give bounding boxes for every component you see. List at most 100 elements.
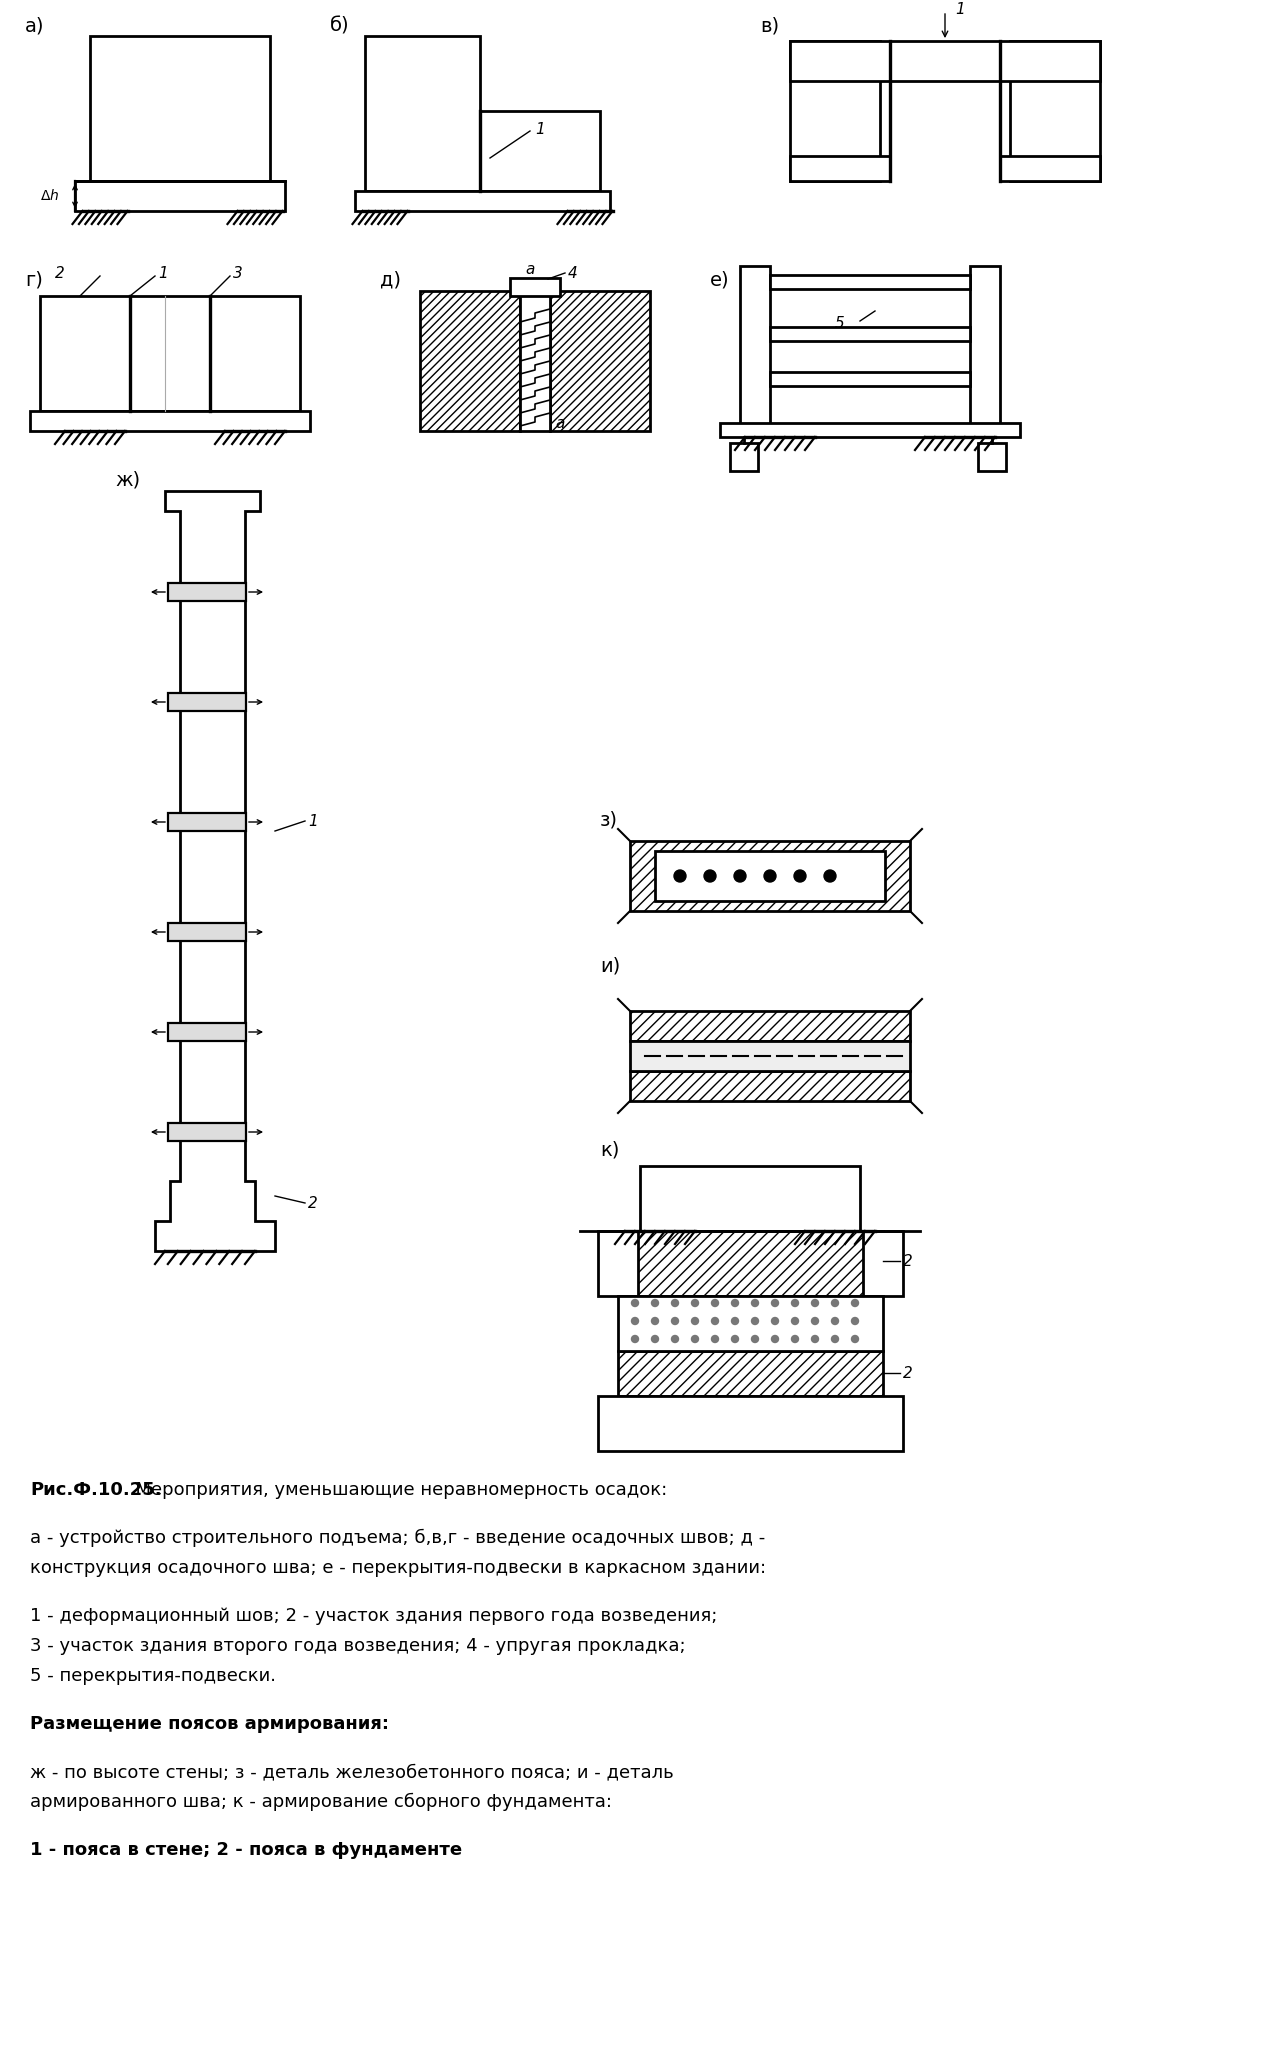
Bar [790, 41, 1100, 80]
Text: Размещение поясов армирования:: Размещение поясов армирования: [30, 1715, 389, 1733]
Bar [550, 291, 650, 431]
Bar [618, 1231, 883, 1296]
Bar [740, 267, 770, 431]
Bar [598, 1397, 903, 1450]
Bar [631, 1011, 910, 1042]
Bar [366, 37, 480, 191]
Bar [40, 295, 300, 410]
Text: a: a [555, 416, 565, 431]
Bar [420, 291, 520, 431]
Bar [790, 41, 880, 180]
Bar [655, 851, 885, 900]
Text: 5: 5 [835, 316, 844, 330]
Circle shape [831, 1335, 839, 1343]
Circle shape [752, 1300, 758, 1306]
Bar [864, 1231, 903, 1296]
Circle shape [771, 1335, 779, 1343]
Bar [1010, 41, 1100, 180]
Circle shape [792, 1317, 798, 1325]
Bar [169, 693, 246, 712]
Text: а): а) [24, 16, 45, 35]
Circle shape [704, 870, 716, 882]
Circle shape [852, 1300, 858, 1306]
Circle shape [812, 1335, 819, 1343]
Bar [520, 291, 550, 431]
Bar [618, 1296, 883, 1352]
Circle shape [812, 1317, 819, 1325]
Bar [970, 267, 1000, 431]
Text: б): б) [329, 16, 350, 35]
Text: 2: 2 [903, 1366, 912, 1380]
Bar [618, 1352, 883, 1397]
Bar [598, 1231, 638, 1296]
Circle shape [824, 870, 837, 882]
Circle shape [651, 1317, 659, 1325]
Bar [169, 923, 246, 941]
Text: 4: 4 [568, 265, 578, 281]
Circle shape [731, 1300, 739, 1306]
Bar [631, 1042, 910, 1071]
Text: армированного шва; к - армирование сборного фундамента:: армированного шва; к - армирование сборн… [30, 1793, 613, 1811]
Bar [30, 410, 310, 431]
Circle shape [792, 1300, 798, 1306]
Bar [169, 1124, 246, 1140]
Bar [631, 1071, 910, 1101]
Text: 1: 1 [158, 265, 167, 281]
Circle shape [764, 870, 776, 882]
Bar [730, 443, 758, 472]
Circle shape [731, 1317, 739, 1325]
Bar [355, 191, 610, 211]
Circle shape [712, 1300, 718, 1306]
Bar [75, 180, 284, 211]
Text: Мероприятия, уменьшающие неравномерность осадок:: Мероприятия, уменьшающие неравномерность… [124, 1481, 667, 1499]
Circle shape [712, 1317, 718, 1325]
Text: конструкция осадочного шва; е - перекрытия-подвески в каркасном здании:: конструкция осадочного шва; е - перекрыт… [30, 1559, 766, 1577]
Text: ж - по высоте стены; з - деталь железобетонного пояса; и - деталь: ж - по высоте стены; з - деталь железобе… [30, 1764, 674, 1780]
Bar [770, 371, 970, 386]
Circle shape [632, 1317, 638, 1325]
Bar [631, 841, 910, 911]
Circle shape [651, 1300, 659, 1306]
Text: 3 - участок здания второго года возведения; 4 - упругая прокладка;: 3 - участок здания второго года возведен… [30, 1637, 686, 1655]
Text: 5 - перекрытия-подвески.: 5 - перекрытия-подвески. [30, 1667, 275, 1686]
Circle shape [691, 1317, 699, 1325]
Text: е): е) [710, 271, 730, 289]
Text: з): з) [600, 810, 618, 831]
Circle shape [794, 870, 806, 882]
Circle shape [852, 1317, 858, 1325]
Circle shape [691, 1335, 699, 1343]
Circle shape [771, 1300, 779, 1306]
Text: 2: 2 [55, 265, 64, 281]
Text: ж): ж) [115, 472, 140, 490]
Bar [790, 156, 891, 180]
Circle shape [734, 870, 746, 882]
Circle shape [831, 1317, 839, 1325]
Circle shape [672, 1335, 678, 1343]
Bar [770, 275, 970, 289]
Text: 1 - деформационный шов; 2 - участок здания первого года возведения;: 1 - деформационный шов; 2 - участок здан… [30, 1608, 717, 1624]
Circle shape [672, 1317, 678, 1325]
Text: a: a [525, 260, 534, 277]
Text: а - устройство строительного подъема; б,в,г - введение осадочных швов; д -: а - устройство строительного подъема; б,… [30, 1528, 766, 1546]
Bar [90, 37, 270, 180]
Circle shape [731, 1335, 739, 1343]
Circle shape [752, 1317, 758, 1325]
Bar [169, 1023, 246, 1042]
Circle shape [632, 1300, 638, 1306]
Circle shape [672, 1300, 678, 1306]
Bar [640, 1167, 860, 1231]
Circle shape [752, 1335, 758, 1343]
Circle shape [852, 1335, 858, 1343]
Circle shape [691, 1300, 699, 1306]
Polygon shape [154, 490, 275, 1251]
Text: к): к) [600, 1140, 619, 1161]
Circle shape [771, 1317, 779, 1325]
Text: Рис.Ф.10.25.: Рис.Ф.10.25. [30, 1481, 162, 1499]
Bar [770, 326, 970, 340]
Text: в): в) [761, 16, 779, 35]
Circle shape [831, 1300, 839, 1306]
Text: 2: 2 [308, 1196, 318, 1210]
Text: и): и) [600, 956, 620, 974]
Bar [169, 582, 246, 601]
Text: $\Delta h$: $\Delta h$ [40, 189, 59, 203]
